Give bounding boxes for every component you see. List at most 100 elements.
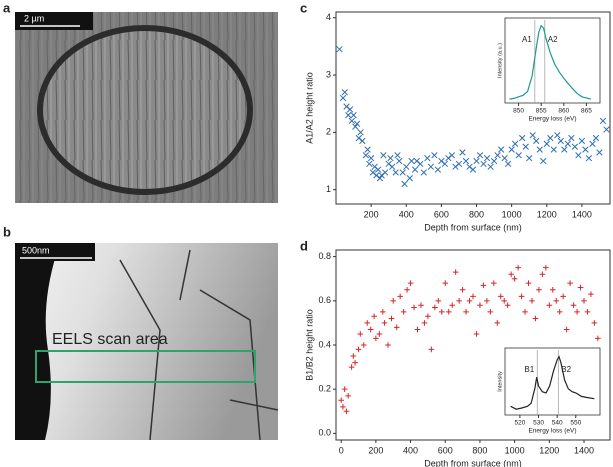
data-point [420,169,427,176]
spectrum-line [510,355,595,410]
data-point [411,166,419,173]
data-point [584,309,591,315]
x-tick-label: 1200 [537,209,557,219]
data-point [403,163,410,170]
data-point [452,269,459,275]
data-point [504,160,512,168]
annotation: EELS scan area [52,331,168,348]
data-point [494,320,501,326]
data-point [504,302,511,309]
data-point [397,293,403,300]
data-point [438,309,445,315]
reference-label: A1 [522,35,532,44]
data-point [393,324,400,331]
x-tick-label: 1200 [539,445,559,455]
panel-label: d [300,238,308,253]
data-point [421,320,428,326]
data-point [532,315,539,322]
data-point [589,140,596,147]
data-point [543,264,549,271]
reference-label: B2 [561,365,571,374]
panel-label: a [3,0,11,15]
data-point [392,169,399,176]
data-point [345,393,351,399]
data-point [352,123,359,130]
y-tick-label: 0.6 [318,295,331,305]
inset-frame [504,17,601,104]
data-point [476,152,484,159]
y-tick-label: 4 [326,12,331,22]
data-point [536,286,542,293]
data-point [459,149,466,156]
data-point [477,302,483,309]
scale-bar-label: 2 µm [24,13,44,23]
data-point [385,342,391,348]
y-axis-title: Intensity [497,371,503,392]
data-point [442,280,449,286]
data-point [563,326,570,333]
data-point [529,298,535,304]
data-point [459,286,466,293]
data-point [389,163,396,170]
data-point [491,280,497,286]
x-tick-label: 800 [469,209,484,219]
x-tick-label: 200 [368,445,383,455]
data-point [574,309,580,315]
data-point [536,146,543,153]
x-tick-label: 0 [339,445,344,455]
data-point [431,152,438,159]
data-point [364,146,371,153]
data-point [466,298,473,304]
x-axis-title: Energy loss (eV) [528,116,576,123]
data-point [366,160,373,168]
data-point [539,271,546,278]
data-point [508,271,514,278]
data-point [338,397,345,404]
data-point [399,169,406,176]
data-point [350,353,357,359]
data-point [462,157,470,165]
tem-image: 500nm EELS scan area [15,243,279,441]
data-point [448,152,456,159]
y-tick-label: 3 [326,69,331,79]
data-point [480,282,487,289]
data-point [512,140,519,147]
x-tick-label: 1000 [502,209,522,219]
data-point [515,152,522,159]
x-tick-label: 530 [533,420,544,427]
data-point [382,169,389,176]
data-point [522,143,529,150]
x-tick-label: 865 [581,108,592,115]
data-point [470,293,476,300]
data-point [575,152,582,159]
data-point [376,331,383,337]
data-point [350,112,357,119]
x-tick-label: 860 [558,108,569,115]
data-point [501,154,508,162]
data-point [373,335,379,342]
data-point [596,149,603,156]
data-point [401,180,408,188]
data-point [592,134,600,142]
data-point [567,280,573,286]
x-axis-title: Depth from surface (nm) [424,222,522,232]
data-point [375,166,382,173]
data-point [554,132,561,139]
data-point [380,152,387,159]
x-tick-label: 550 [570,420,581,427]
data-point [570,302,577,309]
data-point [599,117,607,125]
data-point [367,154,375,162]
y-axis-title: Intensity (a.u.) [497,43,503,78]
data-point [540,157,547,165]
data-point [543,140,550,147]
y-tick-label: 0.2 [318,384,331,394]
data-point [556,309,563,315]
data-point [357,331,364,337]
data-point [561,146,568,153]
data-point [364,320,371,326]
data-point [456,298,462,304]
data-point [340,404,346,410]
data-point [560,293,566,300]
